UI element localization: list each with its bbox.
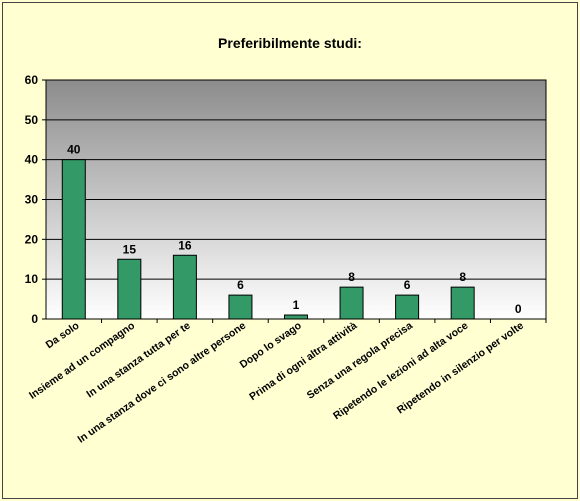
bar — [284, 314, 308, 320]
bar — [117, 258, 142, 320]
data-label: 6 — [237, 278, 244, 292]
data-label: 6 — [404, 278, 411, 292]
x-tick-label: In una stanza tutta per te — [84, 320, 192, 401]
y-tick-label: 60 — [25, 73, 39, 87]
y-tick-label: 20 — [25, 232, 39, 246]
chart-title: Preferibilmente studi: — [218, 35, 362, 51]
y-tick-label: 0 — [31, 312, 38, 326]
data-label: 40 — [67, 143, 81, 157]
x-tick-label: Insieme ad un compagno — [27, 320, 137, 402]
data-label: 1 — [293, 298, 300, 312]
y-tick-label: 40 — [25, 153, 39, 167]
bar — [61, 159, 86, 320]
bar — [172, 254, 197, 320]
bar — [339, 286, 364, 320]
data-label: 16 — [178, 238, 192, 252]
x-tick-label: Prima di ogni altra attività — [247, 320, 359, 404]
y-tick-label: 50 — [25, 113, 39, 127]
data-label: 0 — [515, 302, 522, 316]
bar — [395, 294, 420, 320]
x-tick-label: Senza una regola precisa — [305, 320, 415, 402]
data-label: 8 — [459, 270, 466, 284]
data-label: 8 — [348, 270, 355, 284]
bar — [228, 294, 253, 320]
data-label: 15 — [123, 242, 137, 256]
bar — [450, 286, 475, 320]
y-tick-label: 30 — [25, 193, 39, 207]
x-tick-label: Da solo — [44, 320, 82, 352]
y-tick-label: 10 — [25, 272, 39, 286]
